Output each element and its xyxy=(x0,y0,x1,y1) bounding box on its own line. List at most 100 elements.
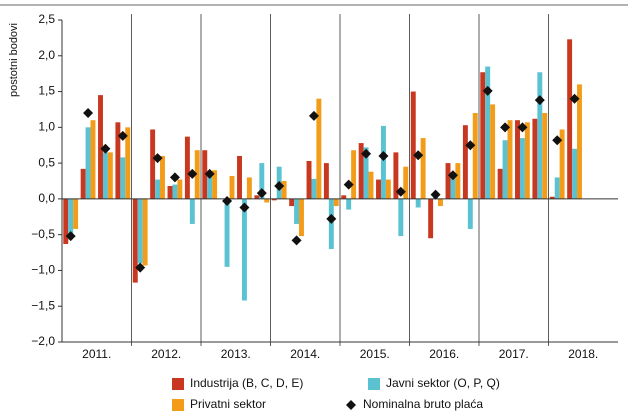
bar xyxy=(445,163,451,199)
bar xyxy=(472,113,478,199)
legend-swatch xyxy=(172,399,184,411)
diamond-marker xyxy=(117,130,128,141)
bar xyxy=(542,113,548,199)
bar xyxy=(420,138,426,199)
bar xyxy=(207,172,213,199)
bar xyxy=(259,163,265,199)
y-tick-label: −1,5 xyxy=(31,298,55,312)
bar xyxy=(480,72,486,199)
bar xyxy=(63,198,69,244)
bar xyxy=(438,198,443,207)
bar xyxy=(490,104,496,199)
bar xyxy=(160,155,165,199)
bar xyxy=(537,72,543,199)
bar xyxy=(224,198,230,267)
bar xyxy=(428,198,434,239)
diamond-marker xyxy=(274,181,285,192)
diamond-marker xyxy=(326,213,337,224)
bar xyxy=(177,179,183,199)
diamond-marker xyxy=(413,150,424,161)
bar xyxy=(380,125,386,199)
x-group-label: 2014. xyxy=(290,347,320,361)
bar xyxy=(403,166,409,199)
bar xyxy=(376,179,381,199)
bar xyxy=(415,198,421,208)
bar xyxy=(328,198,334,249)
legend-label: Privatni sektor xyxy=(190,397,266,411)
diamond-marker xyxy=(430,189,441,200)
bar xyxy=(532,118,538,199)
bar xyxy=(306,160,312,199)
bar xyxy=(281,181,287,199)
x-group-label: 2013. xyxy=(221,347,251,361)
bar xyxy=(120,157,126,199)
diamond-marker xyxy=(204,168,215,179)
bar xyxy=(385,179,391,199)
diamond-marker xyxy=(291,235,302,246)
diamond-marker xyxy=(152,153,163,164)
diamond-marker xyxy=(482,85,493,96)
bar xyxy=(323,163,329,199)
bar xyxy=(455,163,461,199)
bar xyxy=(167,186,173,199)
bar xyxy=(294,198,300,224)
legend-label: Javni sektor (O, P, Q) xyxy=(386,376,500,390)
diamond-marker xyxy=(534,95,545,106)
bar xyxy=(572,148,578,199)
bar xyxy=(289,198,295,207)
bar xyxy=(237,155,242,199)
legend-swatch xyxy=(368,378,380,390)
legend-label: Nominalna bruto plaća xyxy=(363,397,483,411)
x-group-label: 2012. xyxy=(151,347,181,361)
legend-swatch xyxy=(172,378,184,390)
bar xyxy=(80,168,86,199)
diamond-marker xyxy=(343,179,354,190)
diamond-marker xyxy=(308,110,319,121)
bar xyxy=(202,150,208,199)
bar xyxy=(184,136,190,199)
bar xyxy=(524,122,530,199)
bar xyxy=(467,198,473,229)
diamond-marker xyxy=(569,93,580,104)
y-axis-label: postotni bodovi xyxy=(8,23,20,97)
bar xyxy=(85,127,91,199)
bar xyxy=(132,198,138,283)
bar xyxy=(485,66,491,199)
bar xyxy=(346,198,352,210)
bar xyxy=(189,198,195,224)
bar xyxy=(398,198,404,237)
bar xyxy=(554,177,560,199)
bar xyxy=(299,198,304,237)
bar xyxy=(137,198,143,264)
bar xyxy=(142,198,148,266)
bar xyxy=(316,98,322,199)
diamond-marker xyxy=(517,122,528,133)
diamond-marker xyxy=(552,135,563,146)
y-tick-label: 0,0 xyxy=(38,191,55,205)
bar xyxy=(73,198,79,229)
bar xyxy=(549,196,555,199)
bar xyxy=(567,39,573,199)
bar xyxy=(502,140,508,199)
bar xyxy=(246,177,252,199)
bar xyxy=(264,198,270,203)
diamond-marker xyxy=(100,143,111,154)
diamond-marker xyxy=(256,188,267,199)
x-group-label: 2015. xyxy=(360,347,390,361)
y-tick-label: 2,5 xyxy=(38,12,55,26)
bar xyxy=(229,175,235,199)
diamond-marker xyxy=(135,262,146,273)
bar xyxy=(358,143,364,199)
x-group-label: 2018. xyxy=(568,347,598,361)
bar xyxy=(368,171,374,199)
y-tick-label: −1,0 xyxy=(31,263,55,277)
bar xyxy=(98,95,103,199)
diamond-marker xyxy=(83,108,94,119)
y-tick-label: 1,0 xyxy=(38,120,55,134)
y-tick-label: −0,5 xyxy=(31,227,55,241)
bar xyxy=(90,120,96,199)
bar xyxy=(410,91,416,199)
bar xyxy=(311,178,317,199)
diamond-marker xyxy=(169,172,180,183)
